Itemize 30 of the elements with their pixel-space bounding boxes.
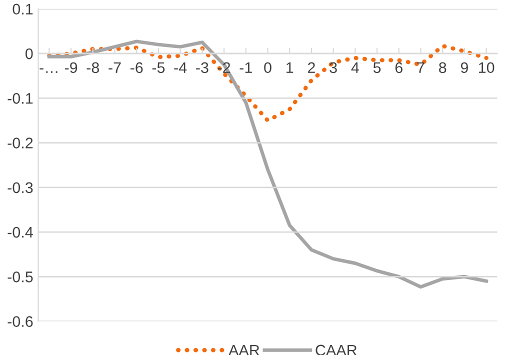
x-tick-label: 2 xyxy=(308,62,315,73)
y-tick-label: -0.6 xyxy=(8,316,33,327)
y-tick-label: -0.2 xyxy=(8,138,33,148)
x-tick-label: -1 xyxy=(240,62,252,73)
x-tick-label: -3 xyxy=(196,62,208,74)
x-tick-label: -7 xyxy=(108,62,121,73)
x-tick-label: 7 xyxy=(417,62,424,73)
x-tick-label: -4 xyxy=(174,62,187,73)
x-tick-label: 10 xyxy=(478,62,494,74)
x-tick-label: -… xyxy=(40,68,58,73)
x-tick-label: 8 xyxy=(439,62,446,74)
legend-label: AAR xyxy=(228,344,260,355)
x-tick-label: 4 xyxy=(351,62,359,73)
y-tick-label: 0 xyxy=(25,48,33,60)
x-tick-label: 9 xyxy=(460,62,468,74)
x-tick-label: 1 xyxy=(286,62,294,73)
x-tick-label: 6 xyxy=(395,62,402,74)
x-tick-label: 3 xyxy=(330,62,337,74)
x-tick-label: -5 xyxy=(152,62,165,74)
y-tick-label: -0.4 xyxy=(8,226,33,238)
y-tick-label: -0.5 xyxy=(8,272,33,282)
x-tick-label: -8 xyxy=(86,62,100,74)
x-tick-label: 5 xyxy=(373,62,381,74)
y-tick-label: -0.3 xyxy=(8,182,33,194)
x-tick-label: -6 xyxy=(130,62,143,74)
y-tick-label: -0.1 xyxy=(8,93,33,104)
x-tick-label: -2 xyxy=(218,62,230,73)
y-tick-label: 0.1 xyxy=(12,4,33,15)
x-tick-label: -9 xyxy=(64,62,78,74)
x-tick-label: 0 xyxy=(264,62,272,74)
